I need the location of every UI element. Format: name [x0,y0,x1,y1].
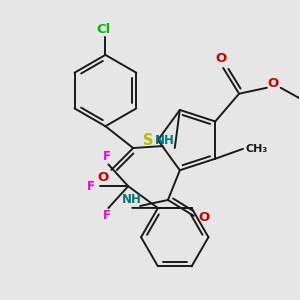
Text: O: O [198,211,209,224]
Text: CH₃: CH₃ [246,144,268,154]
Text: S: S [143,133,153,148]
Text: F: F [102,150,110,163]
Text: NH: NH [122,194,142,206]
Text: NH: NH [155,134,175,147]
Text: F: F [102,209,110,222]
Text: O: O [98,171,109,184]
Text: O: O [267,77,278,90]
Text: O: O [216,52,227,64]
Text: F: F [87,180,94,193]
Text: Cl: Cl [96,22,111,36]
